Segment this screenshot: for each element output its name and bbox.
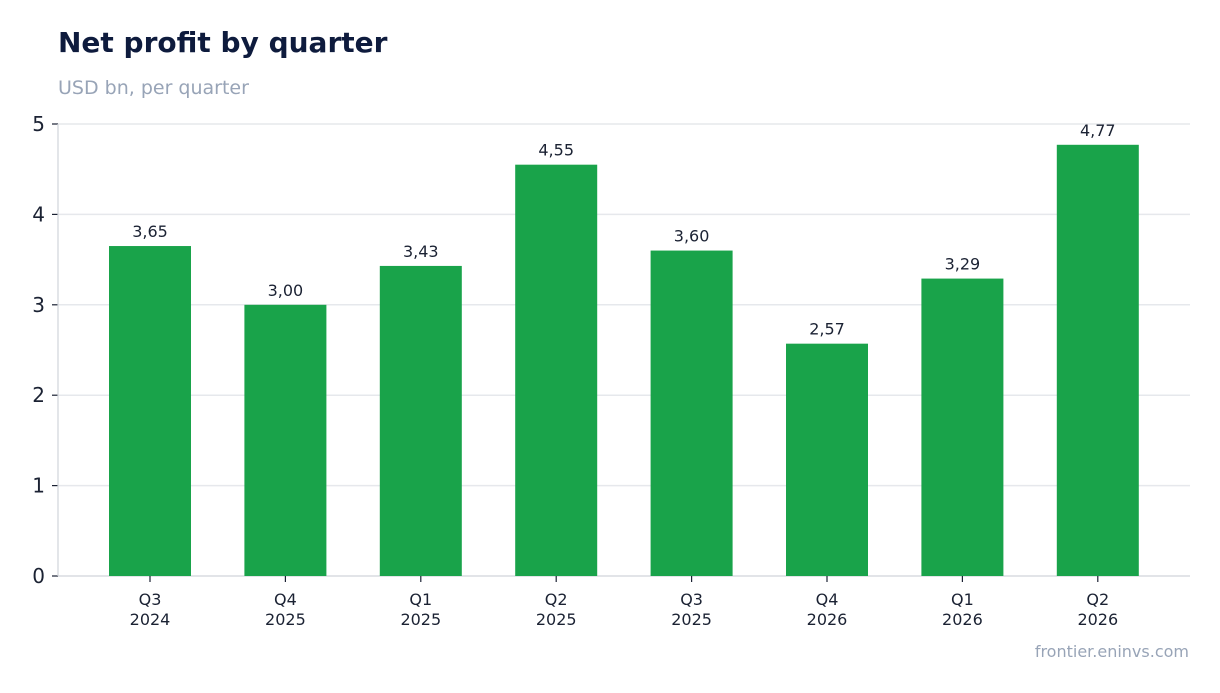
data-label: 3,29 (945, 255, 981, 274)
x-tick-label-quarter: Q3 (680, 590, 703, 609)
data-label: 3,65 (132, 222, 168, 241)
data-label: 3,00 (268, 281, 304, 300)
x-tick-label-year: 2025 (400, 610, 441, 629)
x-tick-label-year: 2025 (536, 610, 577, 629)
bar (650, 250, 733, 576)
data-label: 4,55 (538, 141, 574, 160)
x-tick-label-quarter: Q2 (545, 590, 568, 609)
data-label: 3,43 (403, 242, 439, 261)
x-tick-label-year: 2025 (671, 610, 712, 629)
x-tick-label-year: 2026 (942, 610, 983, 629)
data-labels: 3,65 3,00 3,43 4,55 3,60 2,57 3,29 4,77 (132, 121, 1115, 339)
x-tick-label-quarter: Q2 (1086, 590, 1109, 609)
bar (515, 164, 598, 576)
x-tick-label-year: 2026 (1077, 610, 1118, 629)
data-label: 2,57 (809, 320, 845, 339)
axes: 012345Q32024Q42025Q12025Q22025Q32025Q420… (32, 112, 1190, 629)
chart-title: Net profit by quarter (58, 26, 388, 59)
bar (1056, 144, 1139, 577)
data-label: 4,77 (1080, 121, 1116, 140)
x-tick-label-quarter: Q1 (951, 590, 974, 609)
bar (379, 265, 462, 576)
grid-lines (58, 123, 1190, 487)
bar (921, 278, 1004, 576)
y-tick-label: 5 (32, 112, 45, 136)
x-tick-label-year: 2024 (130, 610, 171, 629)
bar (109, 246, 191, 577)
bar (244, 304, 327, 576)
y-tick-label: 3 (32, 293, 45, 317)
y-tick-label: 2 (32, 383, 45, 407)
x-tick-label-year: 2025 (265, 610, 306, 629)
x-tick-label-quarter: Q1 (409, 590, 432, 609)
x-tick-label-quarter: Q4 (816, 590, 839, 609)
x-tick-label-quarter: Q4 (274, 590, 297, 609)
chart-subtitle: USD bn, per quarter (58, 77, 249, 99)
bars (109, 144, 1139, 577)
x-tick-label-quarter: Q3 (139, 590, 162, 609)
source-credit: frontier.eninvs.com (1034, 642, 1189, 661)
y-tick-label: 0 (32, 564, 45, 588)
y-tick-label: 1 (32, 474, 45, 498)
data-label: 3,60 (674, 227, 710, 246)
x-tick-label-year: 2026 (807, 610, 848, 629)
bar (786, 343, 868, 576)
y-tick-label: 4 (32, 202, 45, 226)
